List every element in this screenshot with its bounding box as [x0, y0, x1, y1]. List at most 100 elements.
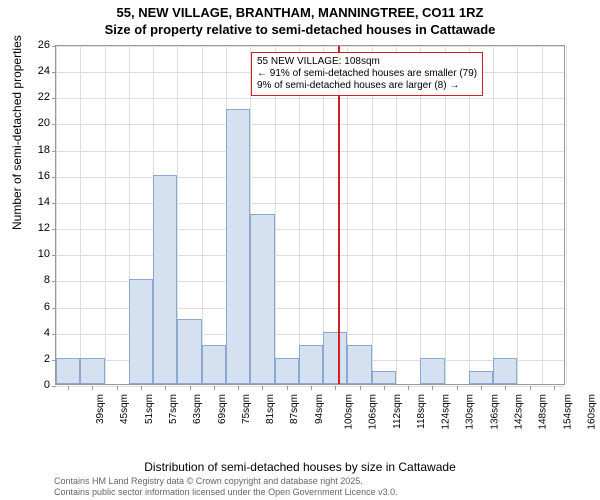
x-tick-label: 57sqm — [168, 394, 179, 424]
x-tick-mark — [214, 386, 215, 390]
histogram-bar — [250, 214, 274, 384]
x-tick-mark — [432, 386, 433, 390]
plot-area: 39sqm45sqm51sqm57sqm63sqm69sqm75sqm81sqm… — [55, 45, 565, 385]
histogram-bar — [372, 371, 396, 384]
y-tick-label: 26 — [38, 39, 50, 51]
y-tick-label: 20 — [38, 117, 50, 129]
grid-line-horizontal — [56, 46, 564, 47]
chart-title-line2: Size of property relative to semi-detach… — [0, 22, 600, 37]
histogram-bar — [493, 358, 517, 384]
annotation-line3: 9% of semi-detached houses are larger (8… — [257, 80, 477, 92]
y-tick-label: 0 — [44, 379, 50, 391]
y-tick-label: 10 — [38, 248, 50, 260]
grid-line-horizontal — [56, 98, 564, 99]
grid-line-vertical — [80, 46, 81, 384]
histogram-bar — [153, 175, 177, 384]
x-tick-mark — [384, 386, 385, 390]
grid-line-vertical — [542, 46, 543, 384]
grid-line-vertical — [420, 46, 421, 384]
x-tick-label: 124sqm — [441, 394, 452, 430]
grid-line-horizontal — [56, 386, 564, 387]
x-tick-label: 63sqm — [192, 394, 203, 424]
grid-line-horizontal — [56, 151, 564, 152]
histogram-bar — [56, 358, 80, 384]
y-tick-label: 18 — [38, 144, 50, 156]
x-tick-label: 154sqm — [562, 394, 573, 430]
grid-line-horizontal — [56, 124, 564, 125]
x-tick-mark — [530, 386, 531, 390]
x-tick-label: 94sqm — [314, 394, 325, 424]
grid-line-vertical — [347, 46, 348, 384]
grid-line-vertical — [372, 46, 373, 384]
x-tick-mark — [457, 386, 458, 390]
x-tick-mark — [554, 386, 555, 390]
histogram-bar — [299, 345, 323, 384]
x-tick-label: 112sqm — [391, 394, 402, 429]
x-tick-mark — [360, 386, 361, 390]
attribution-line1: Contains HM Land Registry data © Crown c… — [54, 476, 398, 487]
y-tick-label: 14 — [38, 196, 50, 208]
grid-line-horizontal — [56, 255, 564, 256]
histogram-bar — [226, 109, 250, 384]
grid-line-vertical — [105, 46, 106, 384]
x-tick-label: 118sqm — [416, 394, 427, 429]
histogram-bar — [275, 358, 299, 384]
histogram-bar — [347, 345, 371, 384]
x-tick-label: 75sqm — [241, 394, 252, 424]
y-tick-label: 22 — [38, 91, 50, 103]
x-tick-mark — [335, 386, 336, 390]
x-tick-label: 39sqm — [95, 394, 106, 424]
grid-line-vertical — [469, 46, 470, 384]
histogram-bar — [420, 358, 444, 384]
grid-line-vertical — [445, 46, 446, 384]
grid-line-horizontal — [56, 203, 564, 204]
y-tick-label: 12 — [38, 222, 50, 234]
grid-line-vertical — [56, 46, 57, 384]
x-tick-label: 51sqm — [144, 394, 155, 424]
x-tick-mark — [481, 386, 482, 390]
histogram-bar — [469, 371, 493, 384]
histogram-bar — [202, 345, 226, 384]
x-tick-mark — [287, 386, 288, 390]
x-axis-label: Distribution of semi-detached houses by … — [0, 460, 600, 474]
chart-title-line1: 55, NEW VILLAGE, BRANTHAM, MANNINGTREE, … — [0, 5, 600, 20]
x-tick-label: 106sqm — [368, 394, 379, 430]
x-tick-label: 81sqm — [265, 394, 276, 424]
annotation-box: 55 NEW VILLAGE: 108sqm← 91% of semi-deta… — [251, 52, 483, 96]
annotation-line2: ← 91% of semi-detached houses are smalle… — [257, 68, 477, 80]
reference-marker-line — [338, 46, 340, 384]
y-tick-label: 6 — [44, 301, 50, 313]
x-tick-mark — [262, 386, 263, 390]
grid-line-vertical — [566, 46, 567, 384]
x-tick-label: 45sqm — [119, 394, 130, 424]
x-tick-mark — [505, 386, 506, 390]
grid-line-horizontal — [56, 229, 564, 230]
x-tick-mark — [311, 386, 312, 390]
y-tick-mark — [52, 386, 56, 387]
annotation-line1: 55 NEW VILLAGE: 108sqm — [257, 56, 477, 68]
chart-container: 39sqm45sqm51sqm57sqm63sqm69sqm75sqm81sqm… — [55, 45, 565, 425]
grid-line-vertical — [517, 46, 518, 384]
x-tick-mark — [238, 386, 239, 390]
histogram-bar — [129, 279, 153, 384]
grid-line-horizontal — [56, 177, 564, 178]
x-tick-mark — [68, 386, 69, 390]
x-tick-mark — [190, 386, 191, 390]
y-tick-label: 8 — [44, 274, 50, 286]
x-tick-label: 142sqm — [514, 394, 525, 430]
x-tick-mark — [117, 386, 118, 390]
grid-line-vertical — [299, 46, 300, 384]
y-tick-label: 2 — [44, 353, 50, 365]
x-tick-mark — [408, 386, 409, 390]
y-tick-label: 24 — [38, 65, 50, 77]
histogram-bar — [177, 319, 201, 384]
grid-line-vertical — [396, 46, 397, 384]
x-tick-label: 148sqm — [538, 394, 549, 430]
y-tick-label: 16 — [38, 170, 50, 182]
x-tick-mark — [165, 386, 166, 390]
x-tick-label: 100sqm — [344, 394, 355, 430]
x-tick-mark — [141, 386, 142, 390]
attribution-line2: Contains public sector information licen… — [54, 487, 398, 498]
x-tick-label: 160sqm — [586, 394, 597, 430]
x-tick-mark — [92, 386, 93, 390]
